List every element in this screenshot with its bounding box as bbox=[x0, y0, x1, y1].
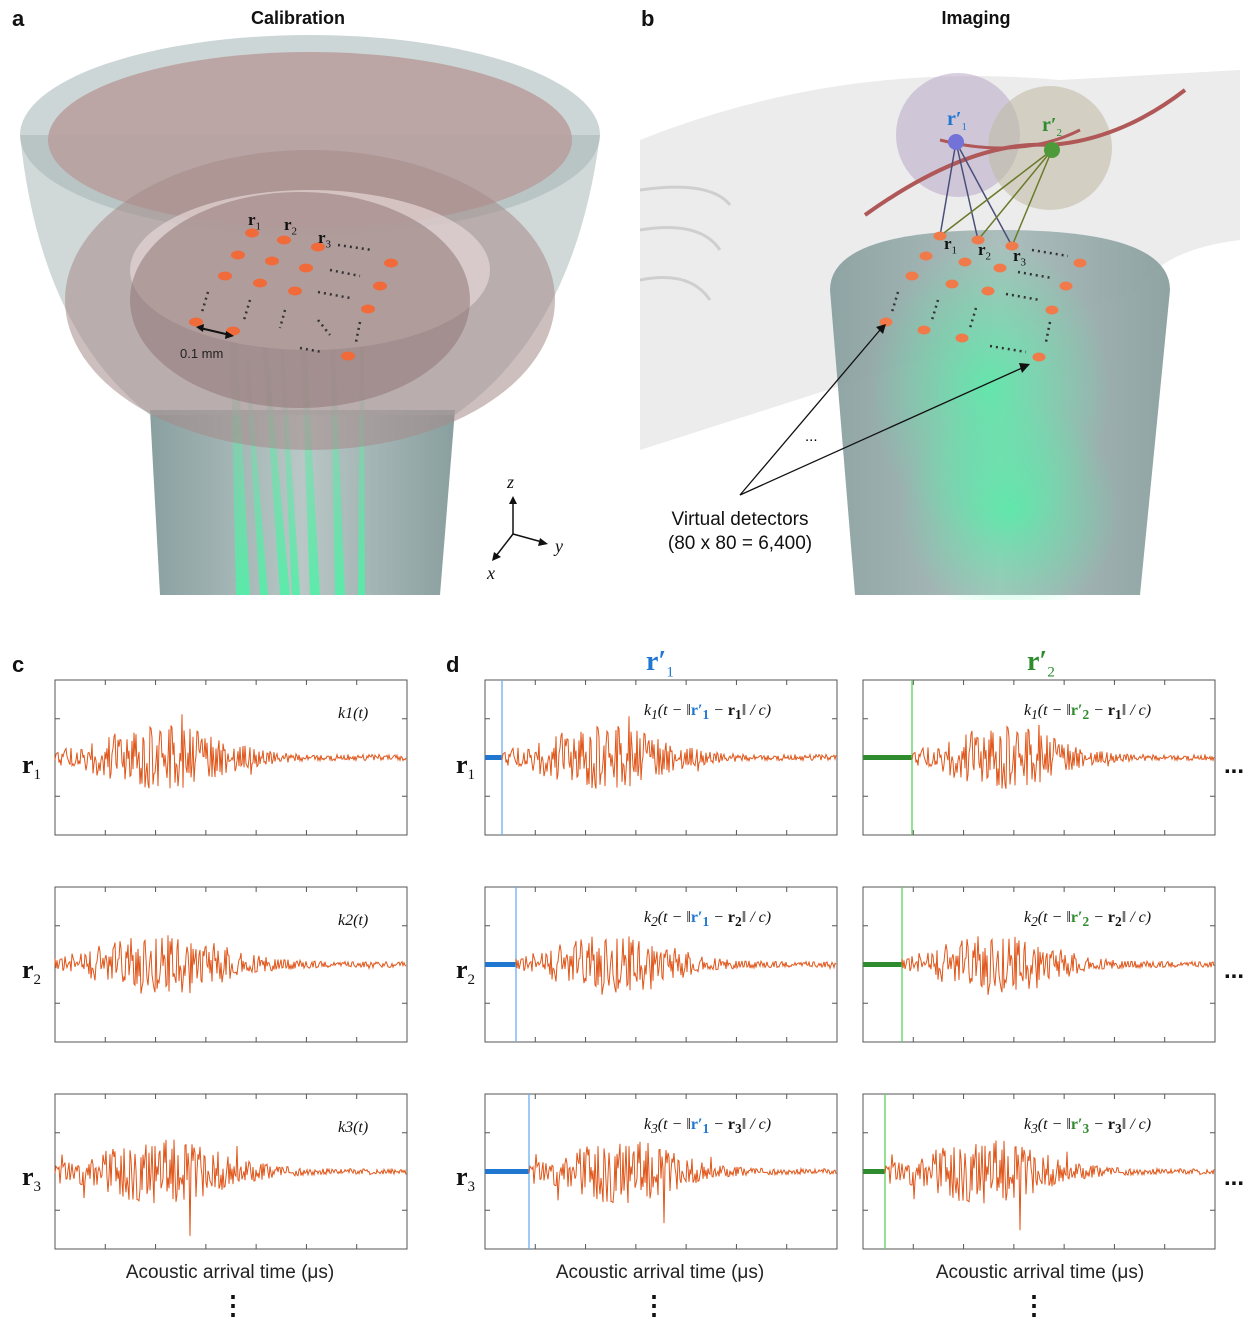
waveform-trace bbox=[501, 716, 837, 789]
more-rows-d1: ⋮ bbox=[641, 1290, 667, 1320]
shifted-kernel-1-1: k1(t − ‖r′1 − r1‖ / c) bbox=[640, 700, 776, 726]
row-label-d-3: r3 bbox=[456, 1162, 476, 1196]
row-ellipsis-2: ... bbox=[1224, 957, 1245, 984]
shifted-kernel-2-3: k3(t − ‖r′3 − r3‖ / c) bbox=[1020, 1114, 1156, 1140]
panel-c-label: c bbox=[12, 652, 25, 677]
waveform-trace bbox=[901, 936, 1215, 995]
point-label-r2: r2 bbox=[978, 240, 992, 263]
axis-z-label: z bbox=[507, 472, 515, 492]
panel-d-label: d bbox=[446, 652, 460, 677]
waveguide-cylinder bbox=[150, 410, 455, 595]
axis-title-c: Acoustic arrival time (μs) bbox=[125, 1262, 335, 1283]
rays-source-2 bbox=[939, 149, 1053, 247]
waveform-trace bbox=[54, 935, 407, 994]
shifted-kernel-2-1: k1(t − ‖r′2 − r1‖ / c) bbox=[1020, 700, 1156, 726]
axis-y-label: y bbox=[555, 536, 563, 556]
axis-title-d2: Acoustic arrival time (μs) bbox=[935, 1262, 1145, 1283]
waveform-trace bbox=[911, 721, 1215, 789]
panel-a-title: Calibration bbox=[250, 8, 345, 28]
axis-title-d1: Acoustic arrival time (μs) bbox=[555, 1262, 765, 1283]
panel-b-label: b bbox=[641, 6, 655, 31]
panel-a-label: a bbox=[12, 6, 25, 31]
sample-surface bbox=[130, 192, 470, 408]
waveform-trace bbox=[528, 1141, 837, 1224]
row-label-c-1: r1 bbox=[22, 750, 42, 784]
detector-arrows bbox=[739, 329, 1023, 496]
waveform-trace bbox=[515, 936, 837, 995]
kernel-label-3: k3(t) bbox=[334, 1117, 373, 1139]
column-label-r2prime: r′2 bbox=[1027, 646, 1055, 681]
point-label-r3: r3 bbox=[1013, 246, 1027, 269]
more-rows-c: ⋮ bbox=[220, 1290, 246, 1320]
shifted-kernel-1-2: k2(t − ‖r′1 − r2‖ / c) bbox=[640, 907, 776, 933]
point-label-r1: r1 bbox=[248, 210, 262, 233]
scale-arrow bbox=[199, 327, 231, 336]
kernel-label-2: k2(t) bbox=[334, 910, 373, 932]
virtual-detectors-label: Virtual detectors (80 x 80 = 6,400) bbox=[667, 509, 813, 554]
rays-source-1 bbox=[939, 141, 1013, 247]
row-label-d-2: r2 bbox=[456, 955, 476, 989]
kernel-label-1: k1(t) bbox=[334, 703, 373, 725]
waveform-trace bbox=[54, 1139, 407, 1236]
shifted-kernel-1-3: k3(t − ‖r′1 − r3‖ / c) bbox=[640, 1114, 776, 1140]
row-label-c-2: r2 bbox=[22, 955, 42, 989]
scale-label: 0.1 mm bbox=[180, 346, 224, 361]
waveform-trace bbox=[884, 1140, 1215, 1231]
row-ellipsis-3: ... bbox=[1224, 1164, 1245, 1191]
row-label-d-1: r1 bbox=[456, 750, 476, 784]
point-label-r2: r2 bbox=[284, 215, 298, 238]
panel-b-title: Imaging bbox=[941, 8, 1011, 28]
calibration-illustration bbox=[20, 35, 600, 595]
virtual-detector-dots bbox=[879, 231, 1087, 362]
source-point-2 bbox=[1044, 142, 1060, 158]
column-label-r1prime: r′1 bbox=[646, 646, 674, 681]
source-label-r1prime: r′1 bbox=[947, 108, 968, 133]
axis-x-label: x bbox=[487, 563, 495, 583]
row-ellipsis-1: ... bbox=[1224, 752, 1245, 779]
shifted-kernel-2-2: k2(t − ‖r′2 − r2‖ / c) bbox=[1020, 907, 1156, 933]
waveform-trace bbox=[54, 714, 407, 789]
row-label-c-3: r3 bbox=[22, 1162, 42, 1196]
source-label-r2prime: r′2 bbox=[1042, 114, 1063, 139]
point-label-r3: r3 bbox=[318, 228, 332, 251]
more-rows-d2: ⋮ bbox=[1021, 1290, 1047, 1320]
point-label-r1: r1 bbox=[944, 234, 958, 257]
axis-triad bbox=[492, 496, 548, 561]
detector-dots bbox=[189, 228, 398, 361]
detector-ellipsis: ... bbox=[805, 428, 818, 445]
imaging-illustration bbox=[640, 70, 1240, 600]
source-point-1 bbox=[948, 134, 964, 150]
